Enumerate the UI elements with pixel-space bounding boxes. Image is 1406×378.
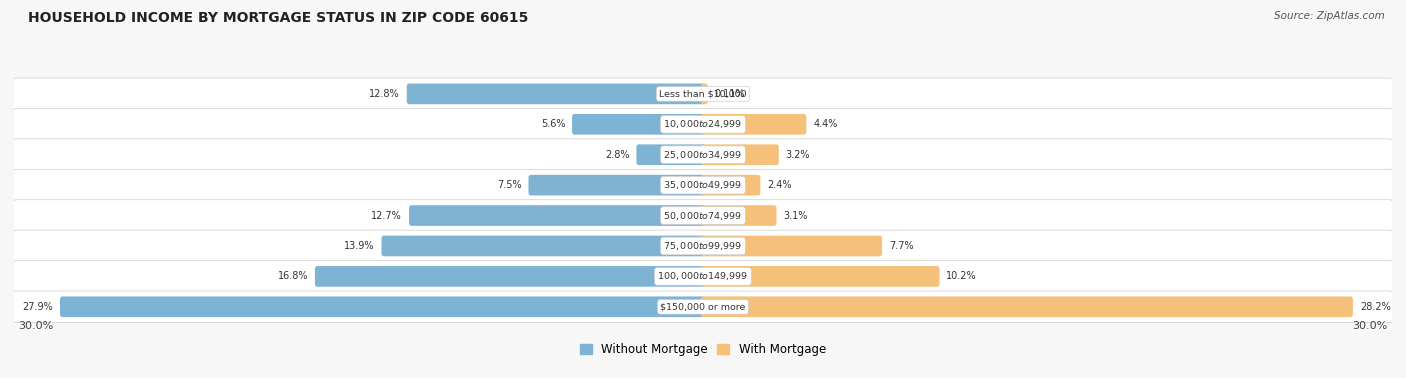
FancyBboxPatch shape xyxy=(381,235,706,256)
Text: 13.9%: 13.9% xyxy=(344,241,374,251)
Text: 12.8%: 12.8% xyxy=(370,89,399,99)
Text: 28.2%: 28.2% xyxy=(1360,302,1391,312)
Text: 2.8%: 2.8% xyxy=(605,150,630,160)
Text: 10.2%: 10.2% xyxy=(946,271,977,281)
Text: 0.11%: 0.11% xyxy=(714,89,745,99)
Text: 12.7%: 12.7% xyxy=(371,211,402,220)
FancyBboxPatch shape xyxy=(409,205,706,226)
FancyBboxPatch shape xyxy=(700,205,776,226)
FancyBboxPatch shape xyxy=(700,235,882,256)
Text: Source: ZipAtlas.com: Source: ZipAtlas.com xyxy=(1274,11,1385,21)
Text: 30.0%: 30.0% xyxy=(18,321,53,330)
Text: 7.7%: 7.7% xyxy=(889,241,914,251)
FancyBboxPatch shape xyxy=(529,175,706,195)
FancyBboxPatch shape xyxy=(572,114,706,135)
Text: HOUSEHOLD INCOME BY MORTGAGE STATUS IN ZIP CODE 60615: HOUSEHOLD INCOME BY MORTGAGE STATUS IN Z… xyxy=(28,11,529,25)
Text: $100,000 to $149,999: $100,000 to $149,999 xyxy=(658,270,748,282)
FancyBboxPatch shape xyxy=(700,266,939,287)
FancyBboxPatch shape xyxy=(315,266,706,287)
Text: Less than $10,000: Less than $10,000 xyxy=(659,89,747,98)
FancyBboxPatch shape xyxy=(13,78,1393,110)
FancyBboxPatch shape xyxy=(13,108,1393,140)
FancyBboxPatch shape xyxy=(13,139,1393,170)
Text: 5.6%: 5.6% xyxy=(541,119,565,129)
FancyBboxPatch shape xyxy=(13,260,1393,292)
Text: 3.2%: 3.2% xyxy=(786,150,810,160)
Text: 2.4%: 2.4% xyxy=(768,180,792,190)
Text: 3.1%: 3.1% xyxy=(783,211,808,220)
Text: 16.8%: 16.8% xyxy=(277,271,308,281)
FancyBboxPatch shape xyxy=(700,114,807,135)
FancyBboxPatch shape xyxy=(60,296,706,317)
Text: $25,000 to $34,999: $25,000 to $34,999 xyxy=(664,149,742,161)
FancyBboxPatch shape xyxy=(13,230,1393,262)
FancyBboxPatch shape xyxy=(700,296,1353,317)
Legend: Without Mortgage, With Mortgage: Without Mortgage, With Mortgage xyxy=(575,339,831,361)
FancyBboxPatch shape xyxy=(700,175,761,195)
FancyBboxPatch shape xyxy=(700,84,707,104)
Text: $75,000 to $99,999: $75,000 to $99,999 xyxy=(664,240,742,252)
Text: 30.0%: 30.0% xyxy=(1353,321,1388,330)
FancyBboxPatch shape xyxy=(13,200,1393,231)
FancyBboxPatch shape xyxy=(13,291,1393,322)
Text: $50,000 to $74,999: $50,000 to $74,999 xyxy=(664,209,742,222)
FancyBboxPatch shape xyxy=(13,169,1393,201)
FancyBboxPatch shape xyxy=(637,144,706,165)
Text: 7.5%: 7.5% xyxy=(496,180,522,190)
Text: 4.4%: 4.4% xyxy=(813,119,838,129)
FancyBboxPatch shape xyxy=(406,84,706,104)
Text: $35,000 to $49,999: $35,000 to $49,999 xyxy=(664,179,742,191)
Text: $150,000 or more: $150,000 or more xyxy=(661,302,745,311)
Text: $10,000 to $24,999: $10,000 to $24,999 xyxy=(664,118,742,130)
FancyBboxPatch shape xyxy=(700,144,779,165)
Text: 27.9%: 27.9% xyxy=(22,302,53,312)
